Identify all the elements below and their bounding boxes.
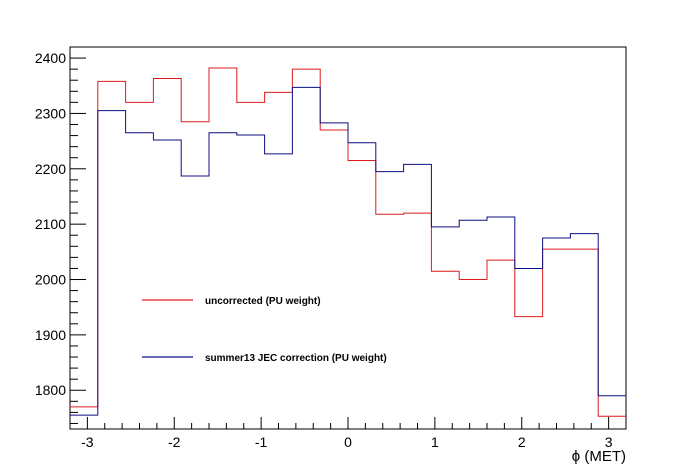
y-tick-label: 2400	[35, 50, 66, 66]
x-tick-label: -3	[81, 434, 94, 450]
x-tick-label: -2	[168, 434, 181, 450]
x-tick-label: -1	[255, 434, 268, 450]
x-tick-label: 0	[344, 434, 352, 450]
x-tick-label: 1	[431, 434, 439, 450]
data-series	[70, 67, 626, 417]
x-tick-label: 3	[605, 434, 613, 450]
axis-ticks	[69, 46, 627, 429]
series-line	[70, 86, 626, 416]
y-tick-label: 2000	[35, 272, 66, 288]
y-tick-labels: 1800 1900 2000 2100 2200 2300 2400	[35, 50, 66, 398]
legend-entry: uncorrected (PU weight)	[205, 296, 321, 307]
y-tick-label: 2300	[35, 105, 66, 121]
series-summer13-jec	[70, 86, 626, 416]
y-tick-label: 2200	[35, 161, 66, 177]
x-axis-title: ϕ (MET)	[572, 448, 626, 465]
legend-entry: summer13 JEC correction (PU weight)	[205, 353, 387, 364]
y-tick-label: 1800	[35, 382, 66, 398]
y-tick-label: 1900	[35, 327, 66, 343]
x-tick-labels: -3 -2 -1 0 1 2 3	[81, 434, 613, 450]
legend: uncorrected (PU weight) summer13 JEC corr…	[142, 296, 387, 364]
x-tick-label: 2	[518, 434, 526, 450]
y-tick-label: 2100	[35, 216, 66, 232]
